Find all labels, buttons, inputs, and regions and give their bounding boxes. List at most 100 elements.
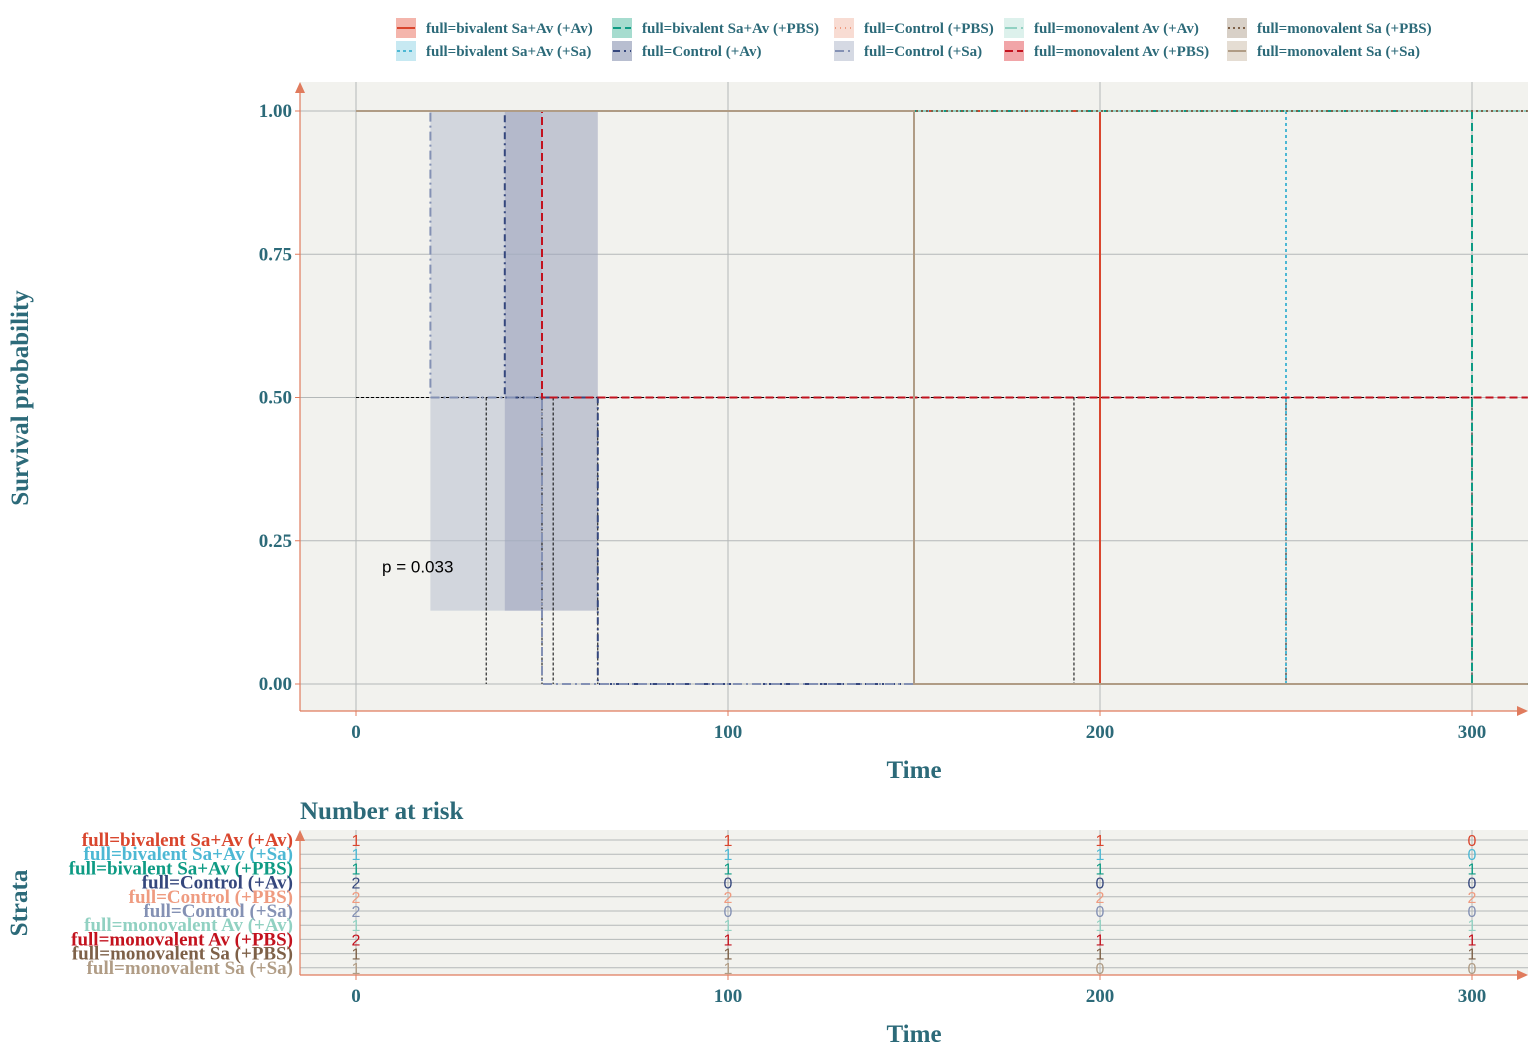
risk-cell: 1 (1096, 918, 1105, 935)
y-tick-label: 0.50 (259, 388, 292, 409)
legend-label: full=bivalent Sa+Av (+Av) (426, 21, 593, 37)
risk-grid-lines (300, 830, 1528, 975)
legend-label: full=monovalent Sa (+PBS) (1257, 21, 1432, 37)
legend-label: full=bivalent Sa+Av (+PBS) (642, 21, 819, 37)
risk-cell: 1 (352, 961, 361, 978)
risk-cell: 0 (1096, 904, 1105, 921)
p-value-annotation: p = 0.033 (382, 557, 453, 576)
risk-cell: 1 (1468, 861, 1477, 878)
legend-key-fill (834, 18, 854, 38)
legend-label: full=Control (+Av) (642, 44, 761, 60)
strata-label-full-monovalent-sa-pbs: full=monovalent Sa (+PBS) (72, 944, 293, 965)
risk-cell: 1 (724, 947, 733, 964)
legend-key-fill (612, 18, 632, 38)
x-tick-label: 300 (1458, 722, 1487, 743)
risk-cell: 2 (352, 932, 361, 949)
legend-label: full=monovalent Sa (+Sa) (1257, 44, 1420, 60)
strata-label-full-monovalent-sa-sa: full=monovalent Sa (+Sa) (87, 958, 293, 979)
x-tick-label: 100 (714, 722, 743, 743)
risk-cell: 2 (352, 890, 361, 907)
strata-label-full-control-pbs: full=Control (+PBS) (129, 887, 293, 908)
risk-x-tick-label: 0 (351, 986, 361, 1007)
legend-item-full-bivalent-sa-av-av: full=bivalent Sa+Av (+Av) (396, 18, 593, 38)
legend-label: full=Control (+Sa) (864, 44, 982, 60)
legend-item-full-monovalent-av-pbs: full=monovalent Av (+PBS) (1004, 41, 1209, 61)
risk-cell: 1 (724, 932, 733, 949)
risk-cell: 1 (352, 947, 361, 964)
strata-label-full-monovalent-av-av: full=monovalent Av (+Av) (84, 915, 293, 936)
legend-item-full-monovalent-sa-sa: full=monovalent Sa (+Sa) (1227, 41, 1420, 61)
x-tick-label: 200 (1086, 722, 1115, 743)
curve-full-monovalent-sa-sa (356, 110, 1528, 685)
legend-item-full-control-av: full=Control (+Av) (612, 41, 761, 61)
legend-label: full=Control (+PBS) (864, 21, 994, 37)
risk-cell: 1 (352, 861, 361, 878)
y-tick-label: 0.75 (259, 244, 292, 265)
risk-cell: 1 (352, 918, 361, 935)
risk-values: 1 1 1 01 1 1 01 1 1 12 0 0 02 2 2 22 0 0 01 1 1 12 1 1 11 1 1 11 1 0 0 (352, 833, 1477, 978)
risk-cell: 1 (1096, 833, 1105, 850)
legend-label: full=monovalent Av (+PBS) (1034, 44, 1209, 60)
risk-x-tick-label: 300 (1458, 986, 1487, 1007)
x-axis-label: Time (886, 757, 941, 784)
risk-x-axis-arrow (1517, 970, 1528, 980)
confidence-band-full-control-av (504, 111, 598, 611)
legend-item-full-bivalent-sa-av-pbs: full=bivalent Sa+Av (+PBS) (612, 18, 819, 38)
risk-axes: 0 100 200 300 (295, 830, 1528, 1007)
risk-cell: 1 (1468, 947, 1477, 964)
strata-label-full-control-sa: full=Control (+Sa) (143, 901, 293, 922)
risk-cell: 0 (724, 904, 733, 921)
risk-table: Number at risk 1 1 1 01 1 1 01 1 1 12 0 0 02 2 2 22 0 0 01… (6, 798, 1528, 1048)
risk-cell: 1 (352, 833, 361, 850)
x-tick-label: 0 (351, 722, 361, 743)
risk-cell: 0 (724, 876, 733, 893)
risk-cell: 0 (1468, 876, 1477, 893)
legend: full=bivalent Sa+Av (+Av) full=bivalent S… (396, 18, 1432, 61)
legend-key-fill (1227, 18, 1247, 38)
risk-cell: 1 (1096, 861, 1105, 878)
survival-curves (356, 110, 1528, 685)
risk-cell: 1 (724, 847, 733, 864)
legend-label: full=monovalent Av (+Av) (1034, 21, 1199, 37)
legend-label: full=bivalent Sa+Av (+Sa) (426, 44, 591, 60)
axes: 0.00 0.25 0.50 0.75 1.00 0 100 200 300 (259, 82, 1528, 743)
risk-cell: 1 (724, 833, 733, 850)
strata-labels: full=bivalent Sa+Av (+Av)full=bivalent S… (69, 830, 293, 979)
risk-x-tick-label: 200 (1086, 986, 1115, 1007)
legend-item-full-bivalent-sa-av-sa: full=bivalent Sa+Av (+Sa) (396, 41, 591, 61)
risk-cell: 2 (352, 904, 361, 921)
risk-cell: 1 (352, 847, 361, 864)
strata-label-full-control-av: full=Control (+Av) (142, 873, 293, 894)
strata-axis-label: Strata (6, 869, 33, 936)
y-tick-label: 1.00 (259, 101, 292, 122)
risk-cell: 0 (1468, 833, 1477, 850)
risk-cell: 2 (1096, 890, 1105, 907)
risk-cell: 1 (1096, 932, 1105, 949)
curve-full-monovalent-av-pbs (356, 110, 1528, 399)
risk-cell: 0 (1468, 847, 1477, 864)
x-axis-arrow (1517, 706, 1528, 716)
risk-y-axis-arrow (295, 830, 305, 841)
risk-cell: 0 (1096, 961, 1105, 978)
risk-cell: 1 (724, 961, 733, 978)
legend-key-fill (1004, 41, 1024, 61)
risk-x-axis-label: Time (886, 1021, 941, 1048)
strata-label-full-bivalent-sa-av-pbs: full=bivalent Sa+Av (+PBS) (69, 858, 293, 879)
confidence-bands (430, 111, 598, 611)
legend-key-fill (612, 41, 632, 61)
survival-plot: 0.00 0.25 0.50 0.75 1.00 0 100 200 300 p = 0.033… (7, 82, 1528, 784)
risk-cell: 1 (1468, 918, 1477, 935)
legend-item-full-control-sa: full=Control (+Sa) (834, 41, 982, 61)
strata-label-full-bivalent-sa-av-av: full=bivalent Sa+Av (+Av) (82, 830, 293, 851)
y-axis-arrow (295, 82, 305, 93)
risk-cell: 0 (1096, 876, 1105, 893)
strata-label-full-monovalent-av-pbs: full=monovalent Av (+PBS) (71, 929, 293, 950)
y-tick-label: 0.25 (259, 531, 292, 552)
y-tick-label: 0.00 (259, 674, 292, 695)
risk-cell: 1 (1468, 932, 1477, 949)
risk-cell: 2 (352, 876, 361, 893)
strata-label-full-bivalent-sa-av-sa: full=bivalent Sa+Av (+Sa) (84, 844, 293, 865)
y-axis-label: Survival probability (7, 290, 34, 506)
risk-cell: 1 (724, 918, 733, 935)
